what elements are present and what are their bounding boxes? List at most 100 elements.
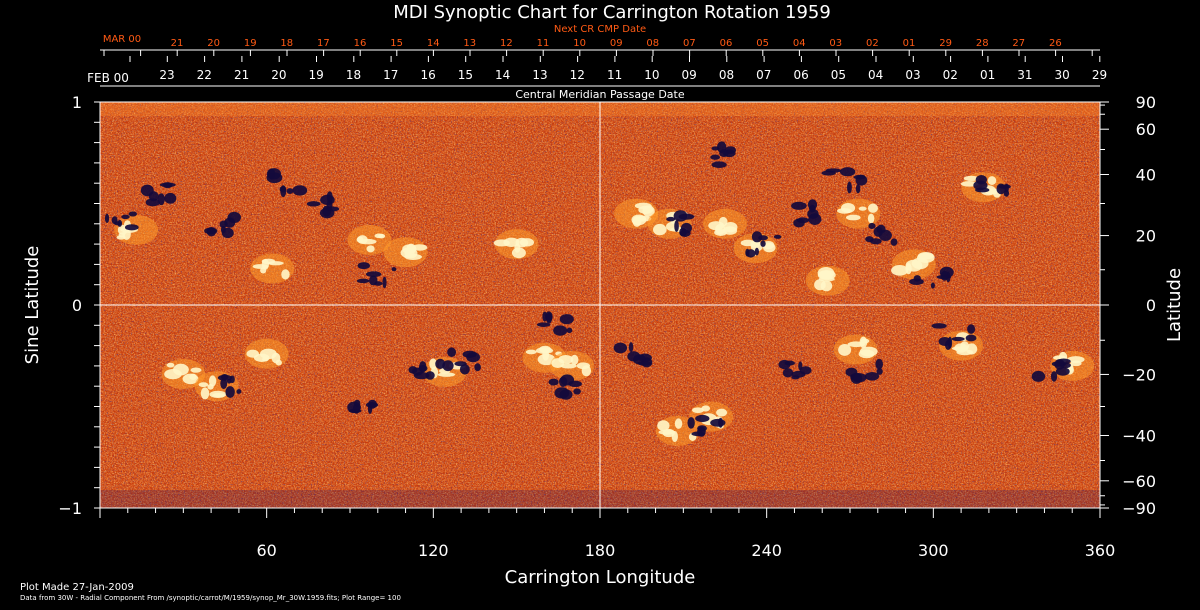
cmp-day: 31: [1017, 68, 1032, 82]
negative-polarity-region: [973, 175, 1011, 197]
negative-region-patch: [128, 211, 138, 217]
negative-region-patch: [711, 146, 720, 151]
negative-region-patch: [875, 358, 884, 370]
negative-region-patch: [951, 336, 965, 342]
next-cmp-month: MAR 00: [103, 34, 141, 45]
positive-polarity-region: [493, 229, 539, 260]
negative-polarity-region: [442, 347, 481, 375]
negative-region-patch: [542, 311, 548, 322]
negative-region-patch: [869, 238, 882, 245]
positive-region-patch: [190, 367, 202, 373]
positive-region-patch: [837, 208, 852, 214]
cmp-day: 22: [197, 68, 212, 82]
negative-region-patch: [221, 227, 234, 239]
negative-region-patch: [466, 352, 480, 363]
negative-region-patch: [637, 353, 652, 362]
negative-polarity-region: [821, 167, 868, 194]
negative-region-patch: [791, 375, 800, 380]
negative-region-patch: [140, 184, 154, 197]
y-axis-left: 1 0 −1: [58, 93, 100, 518]
negative-region-patch: [306, 201, 321, 207]
next-cmp-day: 01: [903, 38, 916, 49]
negative-region-patch: [124, 224, 139, 231]
negative-region-patch: [839, 167, 856, 177]
negative-region-patch: [286, 188, 294, 194]
next-cmp-day: 16: [354, 38, 367, 49]
next-cmp-day: 07: [683, 38, 696, 49]
y-axis-right-label: Latitude: [1164, 268, 1185, 342]
negative-region-patch: [773, 234, 782, 239]
negative-region-patch: [975, 175, 987, 185]
negative-region-patch: [292, 185, 308, 196]
positive-region-patch: [164, 369, 182, 380]
positive-region-patch: [859, 346, 878, 357]
negative-region-patch: [996, 183, 1006, 195]
negative-region-patch: [227, 211, 242, 223]
positive-region-patch: [437, 372, 456, 377]
positive-region-patch: [820, 280, 833, 292]
negative-polarity-region: [536, 311, 574, 336]
positive-region-patch: [867, 213, 875, 224]
negative-region-patch: [104, 213, 110, 223]
cmp-label: Central Meridian Passage Date: [515, 88, 684, 101]
next-cmp-day: 02: [866, 38, 879, 49]
next-cmp-day: 15: [390, 38, 403, 49]
cmp-day: 21: [234, 68, 249, 82]
negative-region-patch: [1004, 183, 1009, 193]
negative-region-patch: [204, 227, 218, 235]
y-right-tick-label: −20: [1122, 365, 1156, 384]
y-left-tick-label: −1: [58, 499, 82, 518]
cmp-month: FEB 00: [87, 71, 129, 85]
negative-region-patch: [459, 364, 470, 375]
positive-region-patch: [570, 354, 579, 365]
positive-region-patch: [511, 247, 526, 259]
positive-region-patch: [817, 270, 836, 280]
negative-polarity-region: [666, 210, 695, 237]
data-source-note: Data from 30W - Radial Component From /s…: [20, 594, 401, 602]
positive-polarity-region: [347, 225, 392, 256]
x-tick-label: 300: [918, 541, 949, 560]
positive-region-patch: [963, 175, 980, 182]
positive-polarity-region: [689, 401, 734, 432]
negative-polarity-region: [931, 323, 977, 351]
negative-region-patch: [931, 323, 947, 329]
positive-region-patch: [658, 429, 676, 435]
negative-region-patch: [782, 368, 794, 378]
positive-region-patch: [404, 248, 418, 259]
positive-polarity-region: [161, 359, 206, 390]
negative-polarity-region: [104, 211, 139, 231]
negative-region-patch: [382, 276, 387, 289]
negative-region-patch: [554, 387, 570, 399]
next-cmp-day: 18: [280, 38, 293, 49]
negative-region-patch: [357, 262, 370, 270]
negative-polarity-region: [306, 191, 340, 219]
cmp-day: 23: [159, 68, 174, 82]
positive-region-patch: [987, 176, 997, 185]
positive-region-patch: [535, 347, 554, 354]
positive-region-patch: [845, 214, 861, 221]
negative-polarity-region: [1031, 358, 1071, 382]
y-right-tick-label: 90: [1136, 93, 1156, 112]
negative-region-patch: [121, 214, 130, 220]
negative-region-patch: [847, 181, 852, 194]
positive-region-patch: [714, 228, 727, 236]
cmp-day: 08: [719, 68, 734, 82]
negative-polarity-region: [613, 342, 653, 368]
negative-region-patch: [391, 267, 397, 272]
next-cmp-day: 28: [976, 38, 989, 49]
negative-region-patch: [711, 161, 727, 169]
positive-region-patch: [716, 408, 728, 417]
cmp-day: 10: [644, 68, 659, 82]
cmp-day: 09: [682, 68, 697, 82]
positive-region-patch: [860, 338, 870, 344]
negative-region-patch: [111, 216, 118, 225]
positive-region-patch: [525, 349, 537, 355]
next-cmp-day: 21: [171, 38, 184, 49]
negative-region-patch: [220, 378, 228, 390]
negative-region-patch: [853, 174, 866, 180]
cmp-day: 05: [831, 68, 846, 82]
negative-region-patch: [808, 213, 822, 226]
negative-region-patch: [553, 325, 568, 336]
negative-region-patch: [1056, 358, 1071, 365]
negative-region-patch: [367, 399, 377, 409]
